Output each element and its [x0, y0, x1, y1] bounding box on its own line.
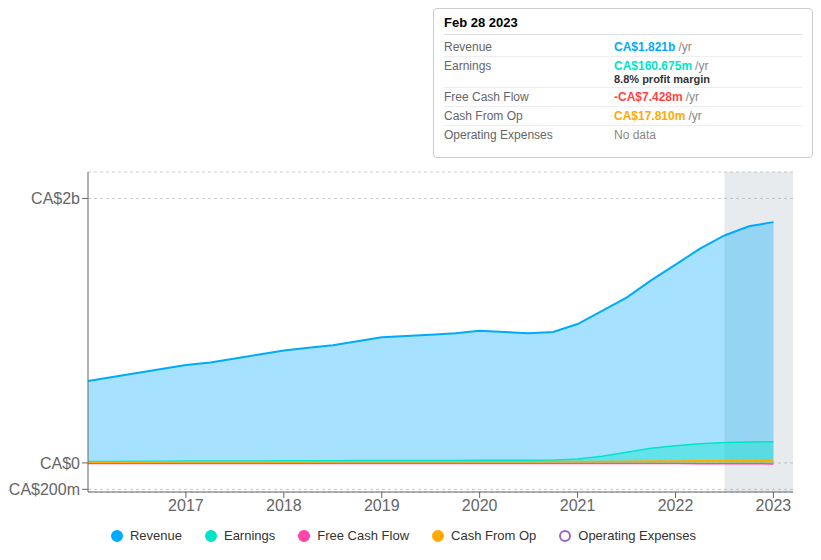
svg-text:2022: 2022 — [658, 497, 694, 514]
html-text:No data: No data — [614, 128, 656, 142]
html-text:8.8% profit margin: 8.8% profit margin — [614, 73, 710, 85]
html-text:Revenue: Revenue — [444, 40, 492, 54]
html-text:Earnings: Earnings — [444, 59, 492, 73]
svg-text:2017: 2017 — [168, 497, 204, 514]
html-text:Operating Expenses: Operating Expenses — [444, 128, 553, 142]
html-text:Earnings: Earnings — [224, 528, 276, 543]
html-text:Cash From Op: Cash From Op — [444, 109, 523, 123]
html-text:Free Cash Flow: Free Cash Flow — [317, 528, 409, 543]
svg-text:2021: 2021 — [560, 497, 596, 514]
svg-text:2023: 2023 — [756, 497, 792, 514]
html-text:Feb 28 2023: Feb 28 2023 — [444, 15, 518, 30]
html-text:-CA$7.428m /yr: -CA$7.428m /yr — [614, 90, 699, 104]
svg-text:2020: 2020 — [462, 497, 498, 514]
svg-text:2018: 2018 — [266, 497, 302, 514]
html-text:CA$17.810m /yr: CA$17.810m /yr — [614, 109, 702, 123]
svg-text:CA$0: CA$0 — [40, 455, 80, 472]
html-text:Free Cash Flow: Free Cash Flow — [444, 90, 529, 104]
html-text:Operating Expenses: Operating Expenses — [578, 528, 697, 543]
svg-text:CA$2b: CA$2b — [31, 190, 80, 207]
svg-text:2019: 2019 — [364, 497, 400, 514]
html-text:CA$160.675m /yr: CA$160.675m /yr — [614, 59, 709, 73]
html-text:CA$1.821b /yr: CA$1.821b /yr — [614, 40, 692, 54]
html-text:Revenue: Revenue — [129, 528, 182, 543]
svg-text:-CA$200m: -CA$200m — [8, 481, 80, 498]
html-text:Cash From Op: Cash From Op — [451, 528, 537, 543]
